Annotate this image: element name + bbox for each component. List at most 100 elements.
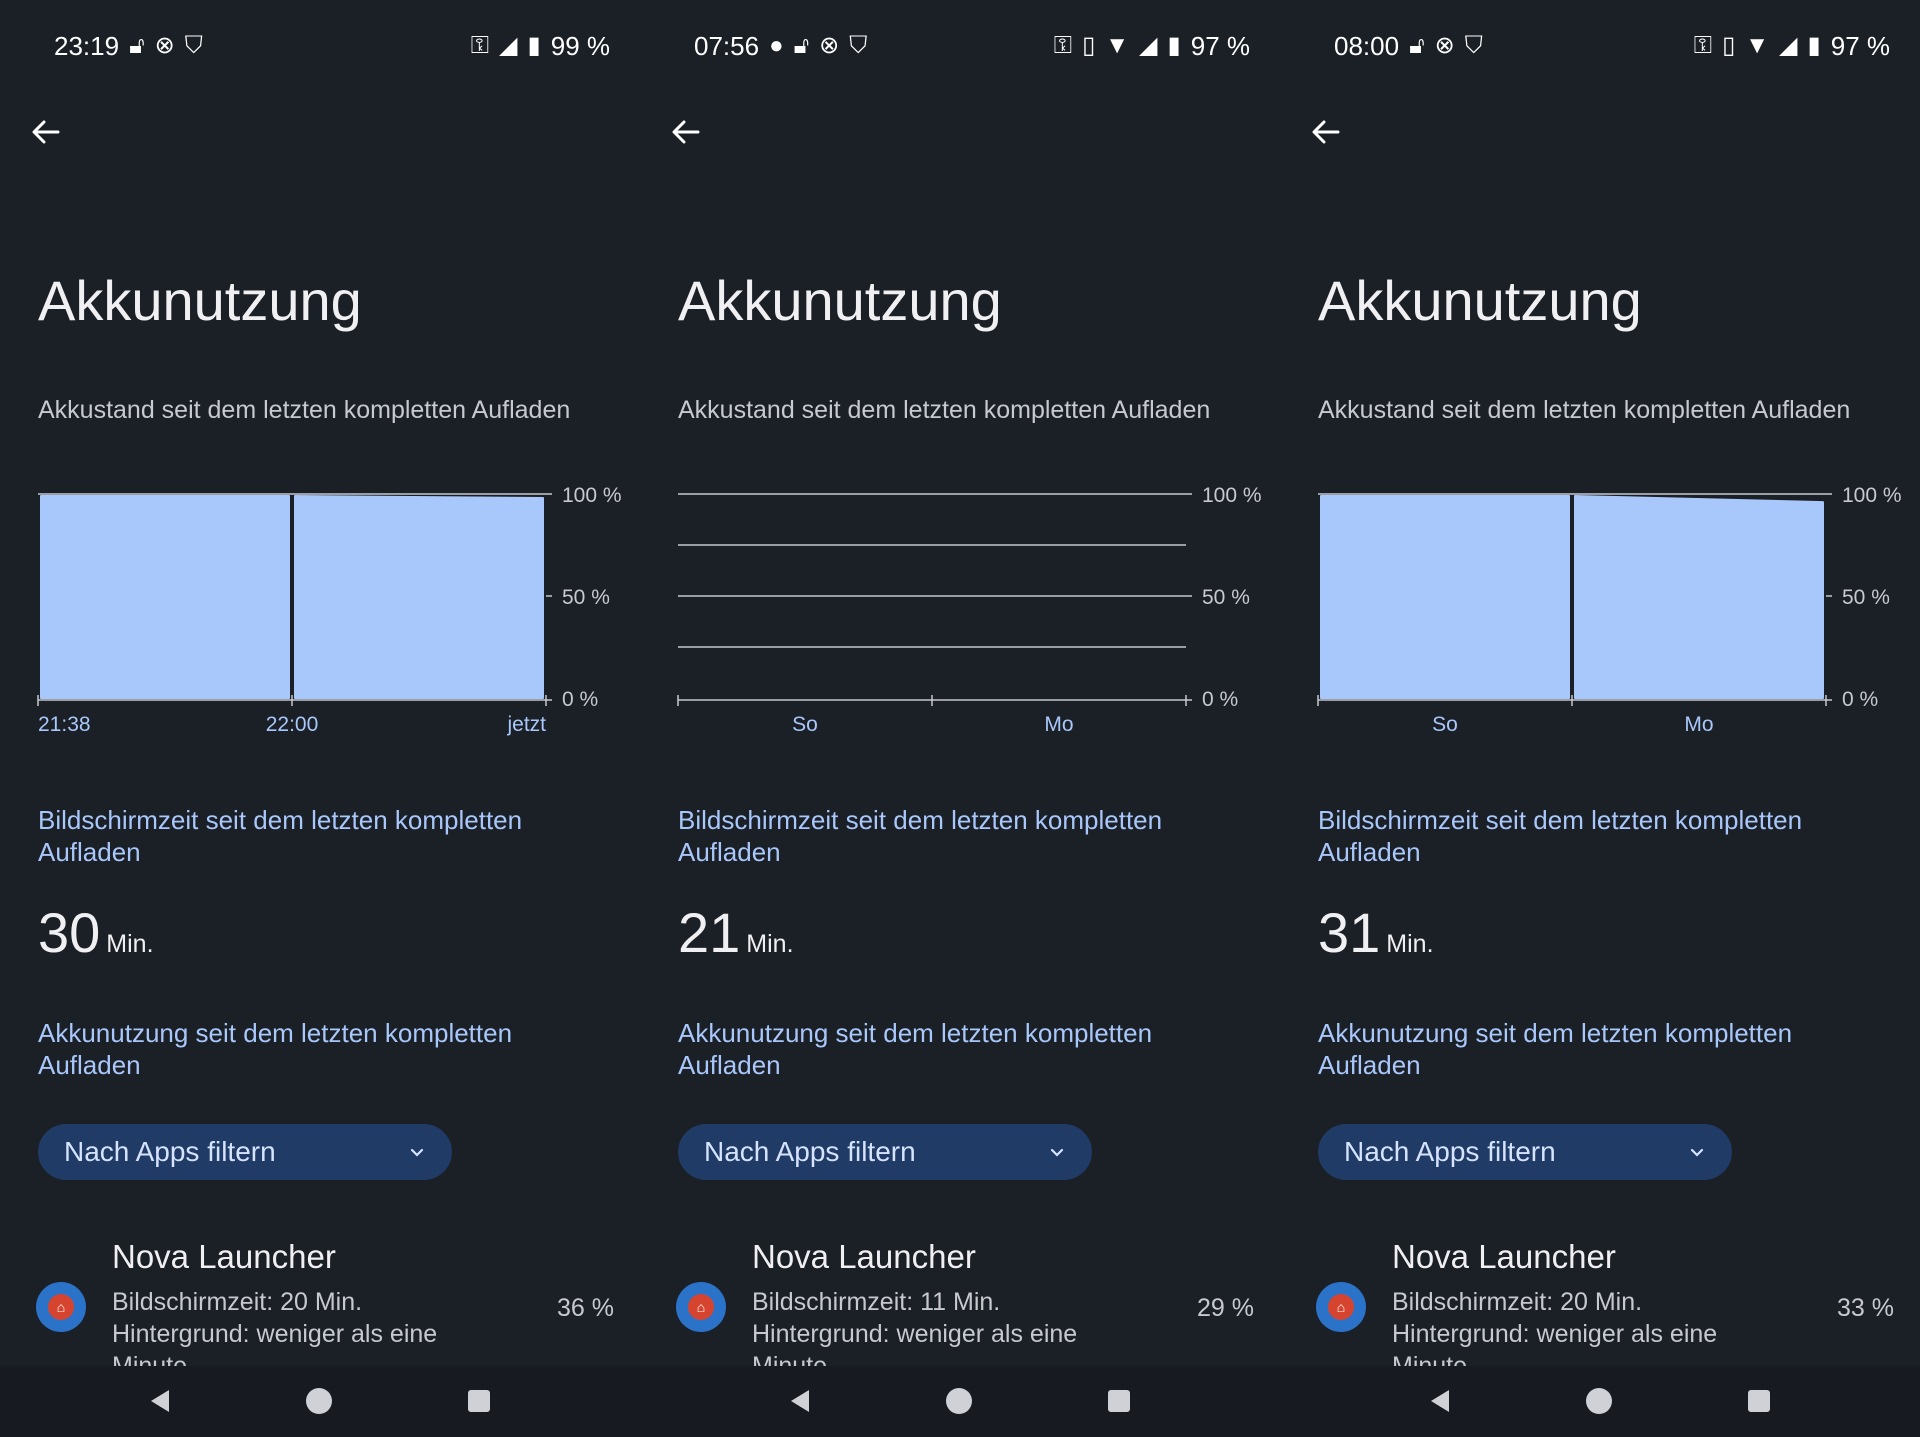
app-name: Nova Launcher bbox=[1392, 1238, 1616, 1275]
signal-icon: ◢ bbox=[1779, 32, 1798, 59]
panel: 07:56 ● 🔓︎ ⊗ ⛉ ⚿ ▯ ▼ ◢ ▮ 97 % Akkunutzun… bbox=[640, 0, 1280, 1437]
signal-icon: ◢ bbox=[1139, 32, 1158, 59]
status-time: 07:56 bbox=[694, 30, 760, 61]
status-time: 23:19 bbox=[54, 30, 120, 61]
app-screen-time: Bildschirmzeit: 11 Min. bbox=[752, 1288, 1001, 1316]
y-tick-label: 100 % bbox=[562, 484, 622, 507]
unlock-icon: 🔓︎ bbox=[1409, 32, 1425, 59]
chart-subtitle: Akkustand seit dem letzten kompletten Au… bbox=[678, 396, 1211, 424]
filter-label: Nach Apps filtern bbox=[704, 1136, 916, 1167]
screen-time-value: 31 Min. bbox=[1318, 900, 1434, 965]
screen-time-number: 21 bbox=[678, 901, 741, 964]
vpn-key-icon: ⚿ bbox=[1053, 32, 1073, 59]
screen-time-value: 30 Min. bbox=[38, 900, 154, 965]
panel: 23:19 🔓︎ ⊗ ⛉ ⚿ ◢ ▮ 99 % Akkunutzung Akku… bbox=[0, 0, 640, 1437]
y-tick-label: 100 % bbox=[1842, 484, 1902, 507]
page-title: Akkunutzung bbox=[38, 269, 362, 332]
vpn-key-icon: ⚿ bbox=[1693, 32, 1713, 59]
page-title: Akkunutzung bbox=[1318, 269, 1642, 332]
battery-level-chart: 21:38 22:00 jetzt 100 % 50 % 0 % bbox=[37, 484, 622, 736]
status-bar: 07:56 ● 🔓︎ ⊗ ⛉ ⚿ ▯ ▼ ◢ ▮ 97 % bbox=[694, 28, 1250, 64]
page-title: Akkunutzung bbox=[678, 269, 1002, 332]
screen-time-unit: Min. bbox=[1386, 930, 1434, 958]
chart-subtitle: Akkustand seit dem letzten kompletten Au… bbox=[1318, 396, 1851, 424]
filter-by-apps-dropdown[interactable]: Nach Apps filtern bbox=[678, 1124, 1092, 1180]
app-list-item[interactable]: ⌂ Nova Launcher Bildschirmzeit: 11 Min. … bbox=[640, 1236, 1280, 1380]
y-tick-label: 50 % bbox=[1202, 586, 1250, 609]
square-recents-icon[interactable] bbox=[1104, 1386, 1134, 1416]
app-background-time: Hintergrund: weniger als eine bbox=[752, 1320, 1078, 1348]
app-background-time: Hintergrund: weniger als eine bbox=[112, 1320, 438, 1348]
circle-home-icon[interactable] bbox=[304, 1386, 334, 1416]
battery-usage-label: Akkunutzung seit dem letzten kompletten … bbox=[678, 1018, 1153, 1080]
triangle-back-icon[interactable] bbox=[1425, 1386, 1455, 1416]
y-tick-label: 100 % bbox=[1202, 484, 1262, 507]
battery-percent: 97 % bbox=[1830, 30, 1890, 61]
shield-icon: ⛉ bbox=[184, 32, 203, 59]
status-bar: 23:19 🔓︎ ⊗ ⛉ ⚿ ◢ ▮ 99 % bbox=[54, 28, 610, 64]
vpn-key-icon: ⚿ bbox=[470, 32, 490, 59]
circle-home-icon[interactable] bbox=[944, 1386, 974, 1416]
unlock-icon: 🔓︎ bbox=[793, 32, 810, 59]
battery-percent: 99 % bbox=[550, 30, 610, 61]
navigation-bar bbox=[1280, 1366, 1920, 1437]
chevron-down-icon bbox=[1690, 1148, 1704, 1157]
battery-percent: 97 % bbox=[1190, 30, 1250, 61]
chart-subtitle: Akkustand seit dem letzten kompletten Au… bbox=[38, 396, 571, 424]
battery-level-chart: So Mo 100 % 50 % 0 % bbox=[1317, 484, 1902, 736]
x-tick-label: So bbox=[1432, 713, 1458, 736]
circle-home-icon[interactable] bbox=[1584, 1386, 1614, 1416]
y-tick-label: 0 % bbox=[1842, 688, 1878, 711]
filter-label: Nach Apps filtern bbox=[1344, 1136, 1556, 1167]
screen-time-number: 30 bbox=[38, 901, 101, 964]
app-screen-time: Bildschirmzeit: 20 Min. bbox=[1392, 1288, 1643, 1316]
y-tick-label: 50 % bbox=[562, 586, 610, 609]
x-tick-label: So bbox=[792, 713, 818, 736]
navigation-bar bbox=[640, 1366, 1280, 1437]
app-screen-time: Bildschirmzeit: 20 Min. bbox=[112, 1288, 363, 1316]
y-tick-label: 0 % bbox=[562, 688, 598, 711]
filter-by-apps-dropdown[interactable]: Nach Apps filtern bbox=[38, 1124, 452, 1180]
vibrate-icon: ▯ bbox=[1082, 32, 1096, 59]
screen-time-label: Bildschirmzeit seit dem letzten komplett… bbox=[1318, 805, 1803, 867]
x-tick-label: Mo bbox=[1684, 713, 1713, 736]
filter-label: Nach Apps filtern bbox=[64, 1136, 276, 1167]
app-list-item[interactable]: ⌂ Nova Launcher Bildschirmzeit: 20 Min. … bbox=[1280, 1236, 1920, 1380]
square-recents-icon[interactable] bbox=[464, 1386, 494, 1416]
x-app-icon: ⊗ bbox=[1434, 32, 1455, 59]
app-name: Nova Launcher bbox=[112, 1238, 336, 1275]
screen-time-label: Bildschirmzeit seit dem letzten komplett… bbox=[38, 805, 523, 867]
nova-launcher-icon: ⌂ bbox=[1316, 1282, 1366, 1332]
y-tick-label: 50 % bbox=[1842, 586, 1890, 609]
notification-icon: ● bbox=[769, 32, 784, 59]
shield-icon: ⛉ bbox=[849, 32, 868, 59]
battery-usage-label: Akkunutzung seit dem letzten kompletten … bbox=[1318, 1018, 1793, 1080]
wifi-icon: ▼ bbox=[1745, 32, 1770, 59]
back-arrow-icon[interactable] bbox=[668, 114, 704, 150]
app-list-item[interactable]: ⌂ Nova Launcher Bildschirmzeit: 20 Min. … bbox=[0, 1236, 640, 1380]
filter-by-apps-dropdown[interactable]: Nach Apps filtern bbox=[1318, 1124, 1732, 1180]
status-time: 08:00 bbox=[1334, 30, 1400, 61]
battery-area-segment bbox=[1320, 495, 1570, 699]
x-tick-label: 22:00 bbox=[266, 713, 319, 736]
signal-icon: ◢ bbox=[499, 32, 518, 59]
x-app-icon: ⊗ bbox=[819, 32, 840, 59]
square-recents-icon[interactable] bbox=[1744, 1386, 1774, 1416]
panel: 08:00 🔓︎ ⊗ ⛉ ⚿ ▯ ▼ ◢ ▮ 97 % Akkunutzung … bbox=[1280, 0, 1920, 1437]
triangle-back-icon[interactable] bbox=[785, 1386, 815, 1416]
x-app-icon: ⊗ bbox=[154, 32, 175, 59]
nova-launcher-icon: ⌂ bbox=[36, 1282, 86, 1332]
triangle-back-icon[interactable] bbox=[145, 1386, 175, 1416]
nova-launcher-icon: ⌂ bbox=[676, 1282, 726, 1332]
x-tick-label: 21:38 bbox=[38, 713, 91, 736]
back-arrow-icon[interactable] bbox=[1308, 114, 1344, 150]
app-name: Nova Launcher bbox=[752, 1238, 976, 1275]
battery-icon: ▮ bbox=[1167, 32, 1181, 59]
back-arrow-icon[interactable] bbox=[28, 114, 64, 150]
vibrate-icon: ▯ bbox=[1722, 32, 1736, 59]
app-usage-percent: 36 % bbox=[557, 1294, 614, 1322]
battery-level-chart: So Mo 100 % 50 % 0 % bbox=[677, 484, 1262, 736]
battery-usage-label: Akkunutzung seit dem letzten kompletten … bbox=[38, 1018, 513, 1080]
chevron-down-icon bbox=[410, 1148, 424, 1157]
